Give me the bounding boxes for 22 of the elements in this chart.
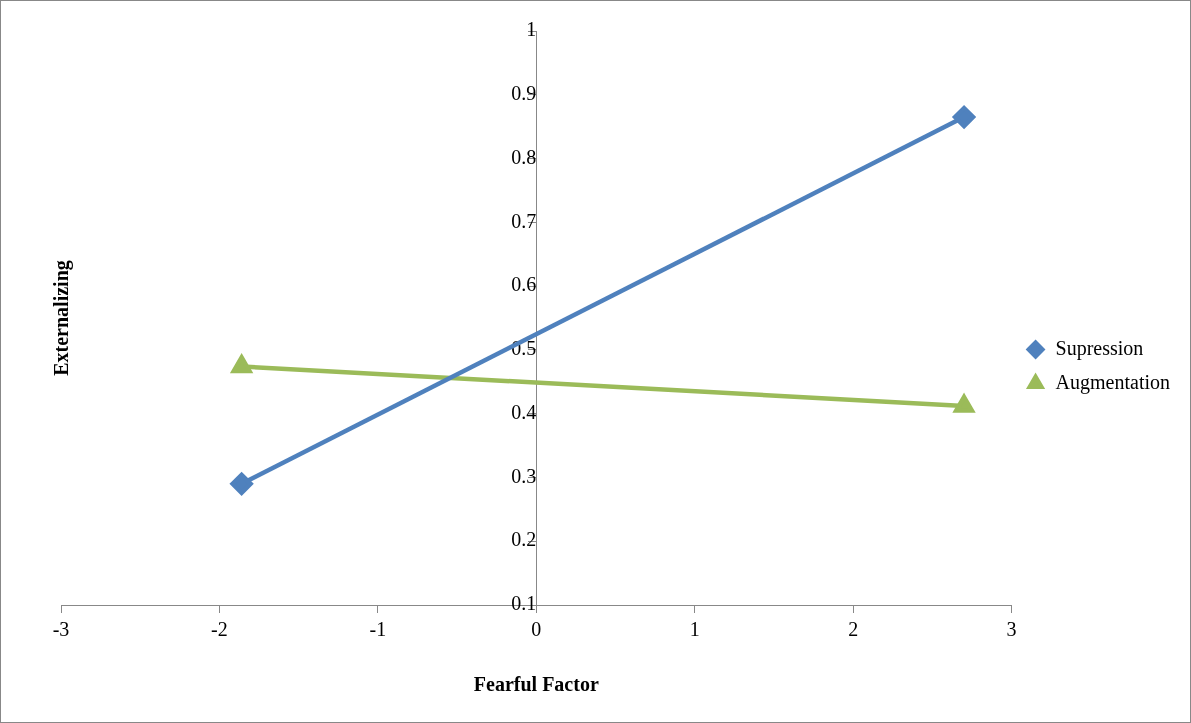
y-tick-label: 0.2 <box>511 528 537 551</box>
legend-label: Supression <box>1055 336 1144 360</box>
y-tick-label: 0.8 <box>511 145 537 168</box>
y-tick-label: 0.3 <box>511 464 537 487</box>
y-tick-label: 0.9 <box>511 82 537 105</box>
x-tick-label: 1 <box>689 618 700 641</box>
y-tick-label: 0.7 <box>511 209 537 232</box>
y-tick-label: 1 <box>526 18 537 41</box>
x-tick-label: 3 <box>1006 618 1017 641</box>
y-tick-label: 0.6 <box>511 273 537 296</box>
point <box>952 105 976 129</box>
point <box>231 355 252 374</box>
y-axis-title: Externalizing <box>50 260 74 376</box>
x-tick-label: -1 <box>369 618 387 641</box>
x-tick-label: 0 <box>531 618 542 641</box>
legend-label: Augmentation <box>1055 370 1171 394</box>
x-tick-label: -3 <box>52 618 70 641</box>
x-axis-title: Fearful Factor <box>473 673 599 696</box>
x-tick-label: 2 <box>848 618 859 641</box>
y-tick-label: 0.4 <box>511 400 537 423</box>
y-tick-label: 0.1 <box>511 592 537 615</box>
x-tick-label: -2 <box>211 618 228 641</box>
